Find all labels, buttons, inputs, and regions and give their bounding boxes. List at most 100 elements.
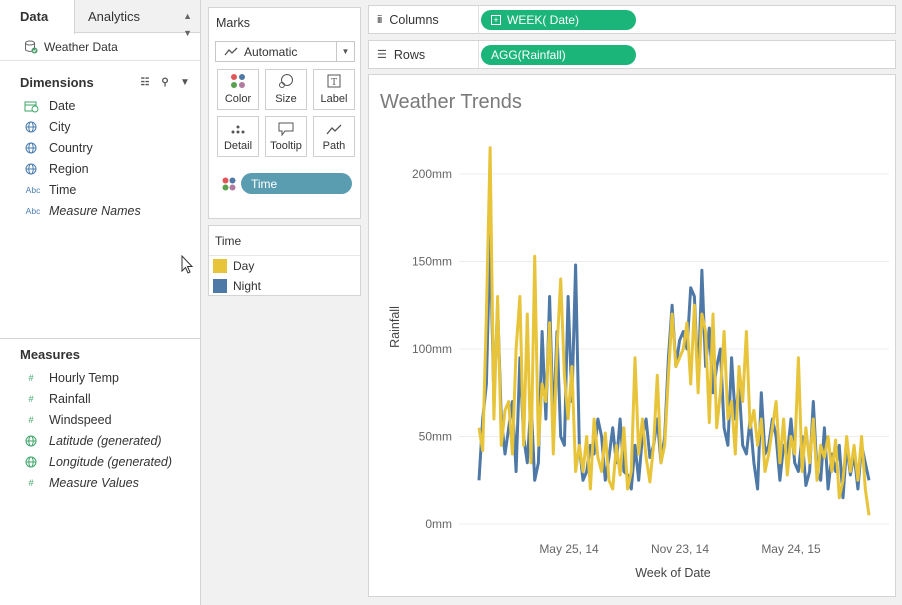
dimensions-header: Dimensions ☷ ⚲ ▼ [0,69,200,95]
tab-menu-caret-icon[interactable]: ▲ ▼ [183,11,192,38]
field-label: Longitude (generated) [49,454,173,469]
data-pane-tabs: Data Analytics ▲ ▼ [0,0,200,38]
x-tick-label: May 25, 14 [539,542,599,556]
label-icon: T [327,74,341,88]
field-label: Measure Values [49,475,139,490]
columns-pill-label: WEEK( Date) [507,12,580,27]
field-label: Country [49,140,93,155]
x-tick-label: Nov 23, 14 [651,542,709,556]
field-country[interactable]: Country [0,137,200,158]
columns-pill[interactable]: + WEEK( Date) [481,9,636,30]
globe-icon [23,162,39,176]
y-tick-label: 200mm [412,167,452,181]
field-city[interactable]: City [0,116,200,137]
field-measure-values[interactable]: # Measure Values [0,472,200,493]
rows-label: Rows [393,47,426,62]
columns-label: Columns [389,12,439,27]
rows-shelf-label: ☰ Rows [369,41,479,68]
legend-item-label: Night [233,279,262,293]
columns-shelf[interactable]: iii Columns + WEEK( Date) [368,5,896,34]
legend-item-night[interactable]: Night [209,276,360,296]
field-label: Latitude (generated) [49,433,162,448]
tab-data[interactable]: Data [0,0,75,34]
view-title: Weather Trends [380,91,522,113]
label-button[interactable]: T Label [313,69,355,110]
hash-icon: # [28,393,34,404]
field-label: Windspeed [49,412,112,427]
rainfall-line-chart[interactable]: 0mm 50mm 100mm 150mm 200mm May 25, 14 Nov 23, … [369,75,897,598]
detail-button-label: Detail [223,140,253,152]
rows-icon: ☰ [377,49,387,61]
field-measure-names[interactable]: Abc Measure Names [0,200,200,221]
tooltip-button-label: Tooltip [270,140,302,152]
tab-analytics[interactable]: Analytics ▲ ▼ [75,0,200,38]
path-button[interactable]: Path [313,116,355,157]
legend-item-day[interactable]: Day [209,256,360,276]
color-button-label: Color [224,93,252,105]
datasource-row[interactable]: Weather Data [0,33,200,61]
field-date[interactable]: Date [0,95,200,116]
path-button-label: Path [322,140,346,152]
abc-icon: Abc [25,184,41,195]
globe-icon [23,434,39,448]
field-region[interactable]: Region [0,158,200,179]
rows-shelf[interactable]: ☰ Rows AGG(Rainfall) [368,40,896,69]
x-axis-title: Week of Date [635,566,711,580]
dimensions-list: Date City Country Region Abc Time Abc Me… [0,95,200,221]
field-longitude[interactable]: Longitude (generated) [0,451,200,472]
globe-icon [23,120,39,134]
expand-plus-icon[interactable]: + [491,14,501,25]
legend-item-label: Day [233,259,255,273]
tooltip-button[interactable]: Tooltip [265,116,307,157]
hash-icon: # [28,477,34,488]
y-tick-label: 0mm [425,517,452,531]
field-label: Date [49,98,76,113]
size-button-label: Size [275,93,297,105]
field-rainfall[interactable]: # Rainfall [0,388,200,409]
color-button[interactable]: Color [217,69,259,110]
y-tick-label: 100mm [412,342,452,356]
hash-icon: # [28,414,34,425]
legend-swatch [213,259,227,273]
search-icon[interactable]: ⚲ [161,76,169,88]
line-mark-icon [224,47,238,55]
mark-type-select[interactable]: Automatic ▼ [215,41,355,62]
columns-icon: iii [377,13,382,26]
globe-icon [23,141,39,155]
field-windspeed[interactable]: # Windspeed [0,409,200,430]
marks-title: Marks [216,16,251,30]
marks-card: Marks Automatic ▼ Color Size T Label Det… [208,7,361,219]
view-area: Weather Trends 0mm 50mm 100mm 150mm 200mm May… [368,74,896,597]
y-tick-label: 50mm [419,430,452,444]
hash-icon: # [28,372,34,383]
y-tick-label: 150mm [412,255,452,269]
chevron-down-icon[interactable]: ▼ [336,42,354,61]
time-color-pill[interactable]: Time [241,173,352,194]
database-icon [25,40,38,53]
field-label: Measure Names [49,203,141,218]
calendar-icon [24,101,39,112]
field-time[interactable]: Abc Time [0,179,200,200]
field-latitude[interactable]: Latitude (generated) [0,430,200,451]
detail-icon [231,125,245,134]
globe-icon [23,455,39,469]
dimensions-title: Dimensions [20,74,94,90]
size-button[interactable]: Size [265,69,307,110]
detail-button[interactable]: Detail [217,116,259,157]
x-tick-label: May 24, 15 [761,542,821,556]
color-encoding-icon [222,177,236,191]
view-toggle-icon[interactable]: ☷ [140,76,150,88]
mark-type-value: Automatic [244,44,298,59]
abc-icon: Abc [25,205,41,216]
cards-column: Marks Automatic ▼ Color Size T Label Det… [206,0,364,605]
tab-analytics-label: Analytics [88,9,141,24]
path-icon [326,124,342,135]
tooltip-icon [278,122,294,136]
rows-pill[interactable]: AGG(Rainfall) [481,44,636,65]
field-label: Region [49,161,89,176]
measures-title: Measures [20,346,80,362]
series-line-day [477,146,871,516]
field-hourly-temp[interactable]: # Hourly Temp [0,367,200,388]
chevron-down-icon[interactable]: ▼ [180,76,190,88]
